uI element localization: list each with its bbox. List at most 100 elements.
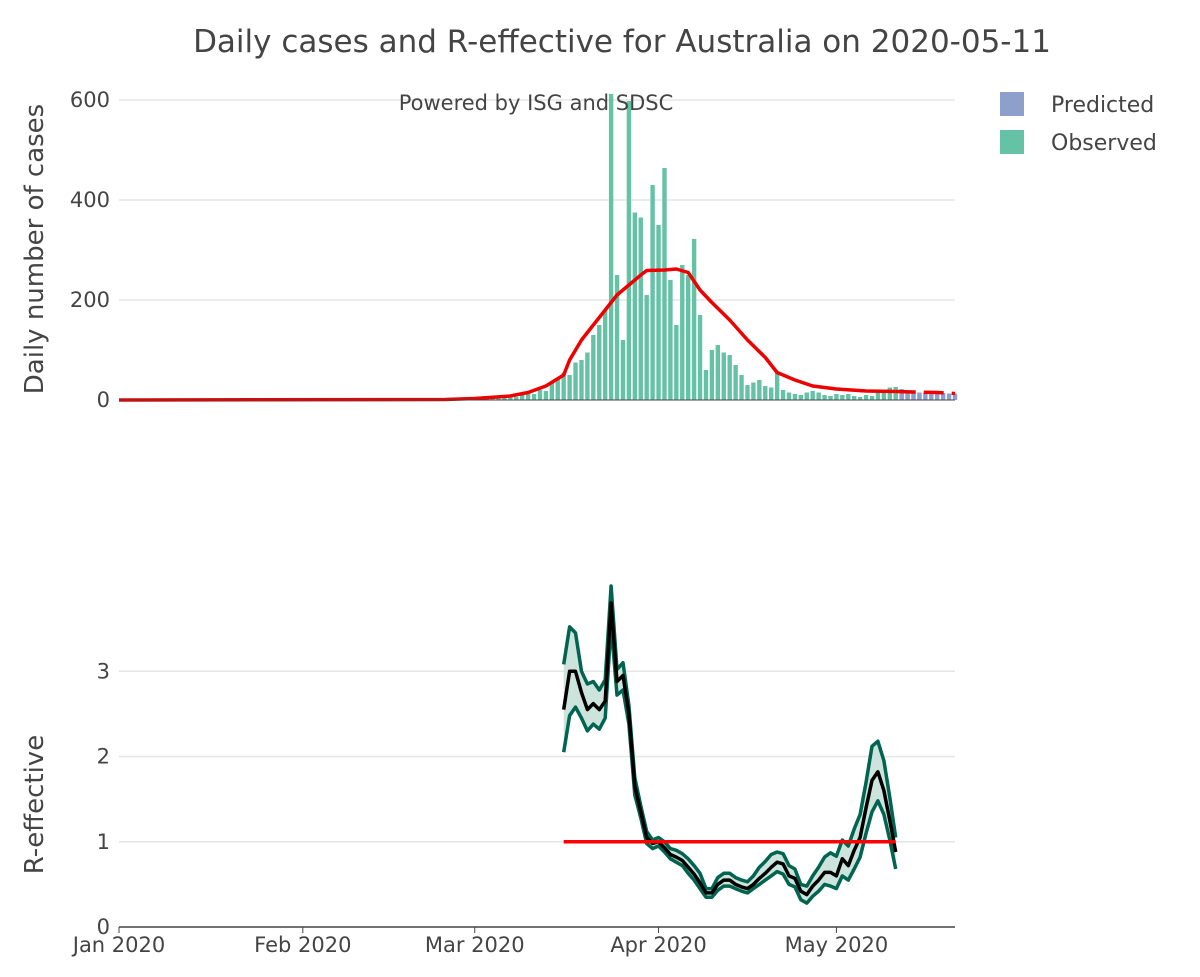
observed-bar <box>769 387 774 400</box>
legend: Predicted Observed <box>1000 92 1157 156</box>
observed-bar <box>573 362 578 400</box>
observed-bar <box>798 395 804 400</box>
observed-bar <box>745 385 750 400</box>
observed-bar <box>810 391 815 400</box>
observed-bar <box>561 372 566 400</box>
observed-bar <box>543 391 549 400</box>
observed-bar <box>567 375 572 400</box>
observed-bar <box>525 392 531 400</box>
predicted-bar <box>946 393 952 400</box>
predicted-bar <box>917 392 922 400</box>
observed-bar <box>502 396 507 400</box>
annotation-text: Powered by ISG and SDSC <box>399 91 674 115</box>
predicted-bar <box>911 392 916 400</box>
r-upper-line <box>561 584 898 891</box>
observed-bar <box>555 379 560 400</box>
legend-label-predicted: Predicted <box>1051 93 1154 118</box>
x-tick-label: May 2020 <box>785 933 889 957</box>
observed-bar <box>709 350 715 400</box>
predicted-bar <box>935 393 940 400</box>
observed-bar <box>614 275 620 400</box>
observed-bar <box>697 315 703 400</box>
predicted-bar <box>929 393 934 400</box>
daily-cases-panel: 0 200 400 600 Daily number of cases Powered b… <box>20 88 958 412</box>
observed-bar <box>893 387 898 400</box>
observed-bar <box>591 335 596 400</box>
observed-bar <box>680 265 685 400</box>
observed-bar <box>863 395 869 400</box>
observed-bar <box>703 370 709 400</box>
observed-bar <box>579 360 584 400</box>
average-line-forecast <box>895 389 956 396</box>
observed-bar <box>804 392 809 400</box>
bottom-y-tick-label: 1 <box>97 830 110 854</box>
observed-bar <box>674 325 679 400</box>
average-line <box>118 267 896 402</box>
bottom-y-tick-label: 3 <box>97 659 110 683</box>
chart-title: Daily cases and R-effective for Australi… <box>193 24 1051 60</box>
bottom-y-tick-label: 0 <box>97 915 110 939</box>
observed-bar <box>597 325 602 400</box>
observed-bar <box>632 212 638 400</box>
observed-bar <box>834 394 839 400</box>
observed-bar <box>739 375 744 400</box>
observed-bar <box>620 340 626 400</box>
r-effective-panel: 0 1 2 3 R-effective <box>20 584 955 939</box>
observed-bar <box>691 239 697 400</box>
observed-bar <box>602 310 608 400</box>
observed-bar <box>650 185 655 400</box>
observed-bar <box>840 395 845 400</box>
x-tick-label: Apr 2020 <box>610 933 706 957</box>
top-y-tick-label: 200 <box>70 288 110 312</box>
observed-bar <box>780 390 786 400</box>
observed-bar <box>514 397 519 400</box>
observed-bar <box>549 382 555 400</box>
observed-bar <box>857 397 863 400</box>
observed-bar <box>668 280 673 400</box>
observed-bar <box>846 394 851 400</box>
observed-bar <box>662 168 667 400</box>
bottom-y-axis-label: R-effective <box>20 735 50 874</box>
observed-bar <box>869 396 875 400</box>
observed-bar <box>792 394 798 400</box>
x-axis: Jan 2020 Feb 2020 Mar 2020 Apr 2020 May 2020 <box>71 927 888 957</box>
x-tick-label: Mar 2020 <box>425 933 525 957</box>
r-lower-line <box>561 622 898 905</box>
observed-bar <box>757 380 762 400</box>
top-y-tick-label: 0 <box>97 388 110 412</box>
observed-bar <box>727 355 732 400</box>
observed-bar <box>715 345 721 400</box>
top-y-tick-label: 600 <box>70 88 110 112</box>
predicted-bar <box>940 393 946 400</box>
observed-bar <box>733 365 738 400</box>
observed-bar <box>828 396 833 400</box>
observed-bar <box>774 372 780 400</box>
observed-bar <box>519 395 525 400</box>
observed-bar <box>822 395 827 400</box>
observed-bar <box>644 295 649 400</box>
observed-bar <box>887 387 892 400</box>
observed-bar <box>656 225 661 400</box>
r-median-line <box>561 601 898 897</box>
observed-bar <box>852 396 857 400</box>
observed-bar <box>608 94 614 400</box>
observed-bar <box>816 392 821 400</box>
x-tick-label: Feb 2020 <box>254 933 351 957</box>
observed-bar <box>537 390 543 400</box>
observed-bar <box>721 352 726 400</box>
bottom-y-tick-label: 2 <box>97 745 110 769</box>
predicted-bar <box>952 393 958 400</box>
observed-bar <box>786 392 792 400</box>
observed-bar <box>881 390 887 400</box>
legend-swatch-observed <box>1000 130 1024 154</box>
observed-bar <box>763 386 768 400</box>
observed-bar <box>585 352 590 400</box>
top-y-axis-label: Daily number of cases <box>20 104 50 394</box>
legend-label-observed: Observed <box>1051 131 1157 156</box>
top-y-tick-label: 400 <box>70 188 110 212</box>
predicted-bar <box>923 393 928 400</box>
predicted-bar <box>905 392 910 400</box>
observed-bar <box>626 101 632 400</box>
